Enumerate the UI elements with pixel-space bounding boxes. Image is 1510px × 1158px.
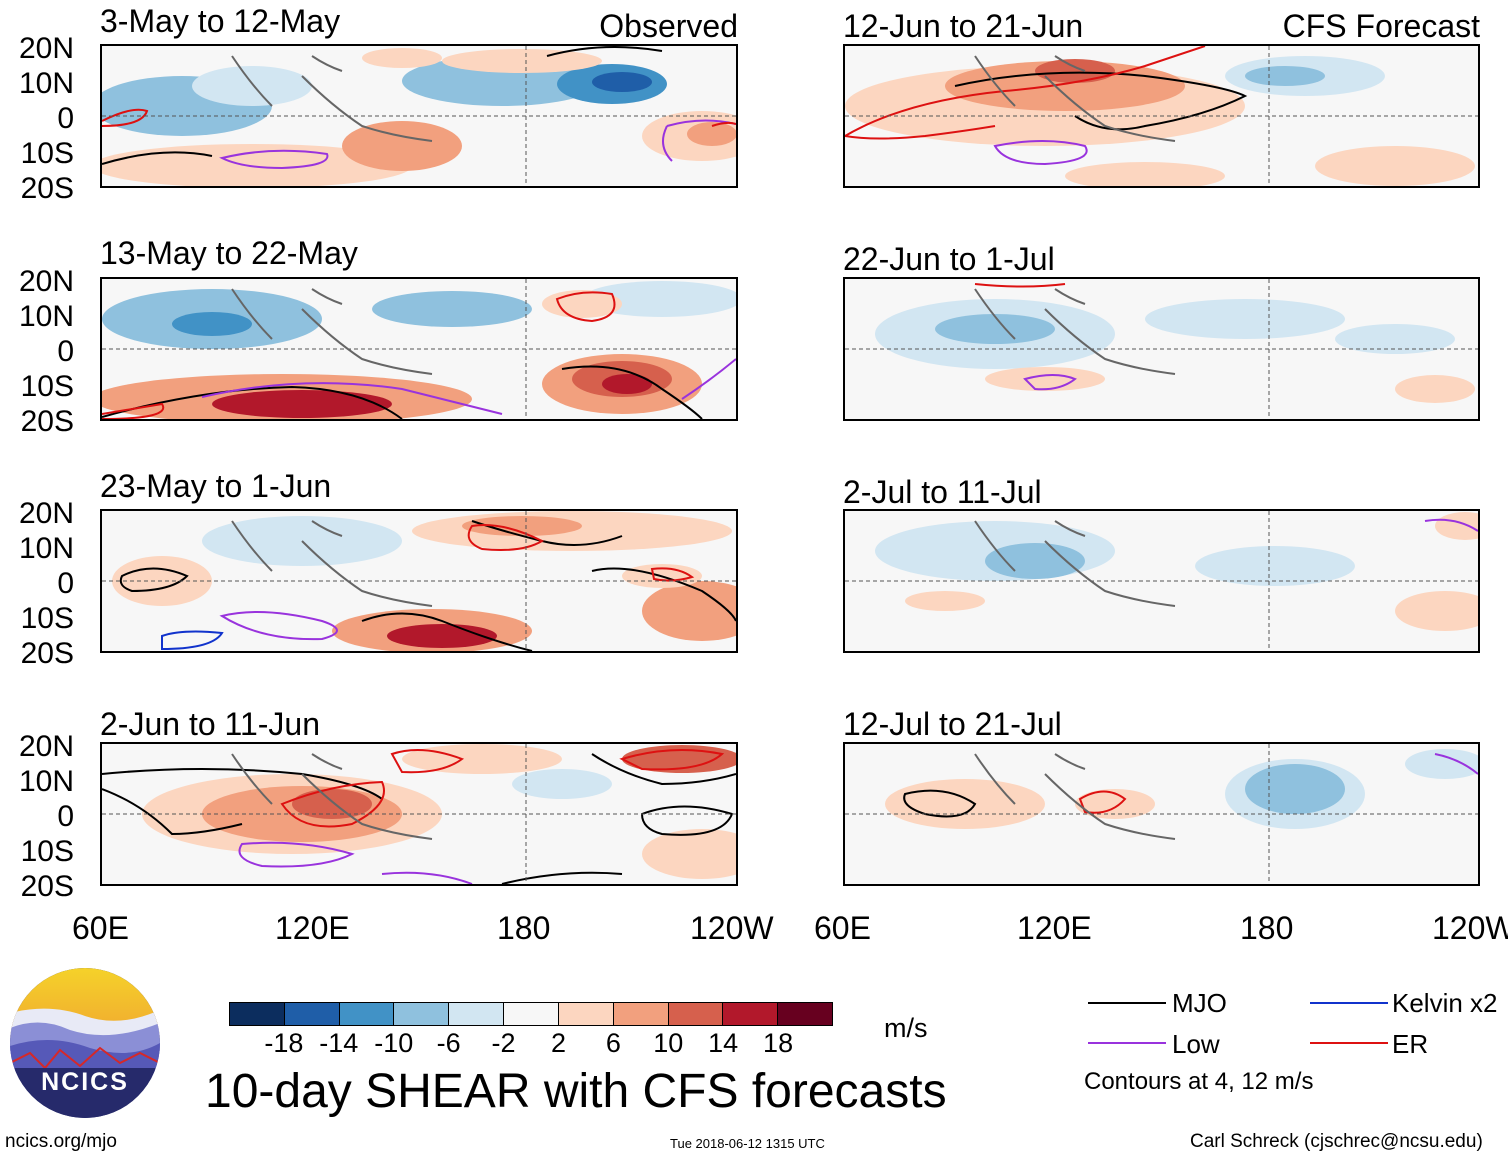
lon-label-60e-right: 60E — [814, 910, 871, 946]
contours-note: Contours at 4, 12 m/s — [1084, 1068, 1314, 1095]
lon-label-120e-left: 120E — [275, 910, 350, 946]
colorbar-swatch — [230, 1003, 284, 1025]
panel-title-p8: 12-Jul to 21-Jul — [843, 706, 1062, 742]
lat-label: 20N — [18, 32, 74, 65]
lon-label-180-right: 180 — [1240, 910, 1294, 946]
lat-label: 0 — [57, 102, 74, 135]
colorbar-tick: 6 — [605, 1028, 621, 1058]
ncics-logo: NCICS — [10, 968, 160, 1118]
lat-label: 0 — [57, 567, 74, 600]
legend-line-mjo — [1088, 1002, 1166, 1004]
legend-label-mjo: MJO — [1172, 988, 1227, 1018]
panel-title-p5: 12-Jun to 21-Jun — [843, 8, 1084, 44]
colorbar-tick: -2 — [491, 1028, 516, 1058]
colorbar-tick: -18 — [264, 1028, 304, 1058]
map-panel-p3 — [100, 509, 738, 653]
lon-label-120e-right: 120E — [1017, 910, 1092, 946]
lat-label: 20N — [18, 730, 74, 763]
legend-line-er — [1310, 1042, 1388, 1044]
colorbar — [229, 1002, 833, 1026]
legend-label-er: ER — [1392, 1029, 1429, 1059]
map-panel-p2 — [100, 277, 738, 421]
panel-title-p2: 13-May to 22-May — [100, 235, 358, 271]
map-panel-p7 — [843, 509, 1480, 653]
colorbar-tick: -14 — [319, 1028, 359, 1058]
map-panel-p5 — [843, 44, 1480, 188]
lon-label-120w-right: 120W — [1432, 912, 1508, 944]
footer-timestamp: Tue 2018-06-12 1315 UTC — [670, 1136, 825, 1151]
lat-label: 10N — [18, 532, 74, 565]
panel-title-p7: 2-Jul to 11-Jul — [843, 474, 1042, 510]
lat-label: 10N — [18, 67, 74, 100]
lat-label: 20S — [20, 870, 74, 903]
colorbar-unit: m/s — [884, 1013, 928, 1043]
footer-credit: Carl Schreck (cjschrec@ncsu.edu) — [1190, 1131, 1483, 1152]
lon-label-60e-left: 60E — [72, 910, 129, 946]
colorbar-swatch — [448, 1003, 504, 1025]
lat-label: 0 — [57, 335, 74, 368]
legend-line-low — [1088, 1042, 1166, 1044]
main-title: 10-day SHEAR with CFS forecasts — [205, 1065, 947, 1118]
lat-label: 10S — [20, 835, 74, 868]
legend-line-kelvin — [1310, 1002, 1388, 1004]
colorbar-swatch — [338, 1003, 394, 1025]
legend-label-kelvin: Kelvin x2 — [1392, 988, 1498, 1018]
lat-label: 20N — [18, 265, 74, 298]
colorbar-swatch — [722, 1003, 778, 1025]
panel-title-p4: 2-Jun to 11-Jun — [100, 706, 320, 742]
lat-label: 20N — [18, 497, 74, 530]
lat-label: 20S — [20, 405, 74, 438]
lat-label: 10S — [20, 370, 74, 403]
footer-url: ncics.org/mjo — [5, 1131, 117, 1152]
colorbar-tick: 18 — [763, 1028, 794, 1058]
lon-label-120w-left: 120W — [690, 910, 774, 946]
colorbar-tick: 10 — [653, 1028, 684, 1058]
colorbar-tick: -10 — [374, 1028, 414, 1058]
lat-label: 10N — [18, 765, 74, 798]
panel-title-p6: 22-Jun to 1-Jul — [843, 241, 1055, 277]
colorbar-swatch — [667, 1003, 723, 1025]
lat-label: 0 — [57, 800, 74, 833]
lat-label: 10S — [20, 602, 74, 635]
observed-tag: Observed — [599, 8, 738, 44]
colorbar-swatch — [393, 1003, 449, 1025]
colorbar-tick: -6 — [436, 1028, 461, 1058]
colorbar-swatch — [283, 1003, 339, 1025]
map-panel-p1 — [100, 44, 738, 188]
lat-label: 10N — [18, 300, 74, 333]
cfs-forecast-tag: CFS Forecast — [1282, 8, 1480, 44]
colorbar-swatch — [777, 1003, 832, 1025]
colorbar-tick: 2 — [550, 1028, 566, 1058]
map-panel-p8 — [843, 742, 1480, 886]
lat-label: 10S — [20, 137, 74, 170]
colorbar-swatch — [557, 1003, 613, 1025]
panel-title-p3: 23-May to 1-Jun — [100, 468, 332, 504]
colorbar-swatch — [503, 1003, 558, 1025]
colorbar-swatch — [612, 1003, 668, 1025]
lat-label: 20S — [20, 637, 74, 670]
legend-label-low: Low — [1172, 1029, 1220, 1059]
logo-text: NCICS — [41, 1068, 129, 1096]
map-panel-p6 — [843, 277, 1480, 421]
lon-label-180-left: 180 — [497, 910, 551, 946]
lat-label: 20S — [20, 172, 74, 205]
map-panel-p4 — [100, 742, 738, 886]
colorbar-tick: 14 — [708, 1028, 739, 1058]
panel-title-p1: 3-May to 12-May — [100, 3, 341, 39]
